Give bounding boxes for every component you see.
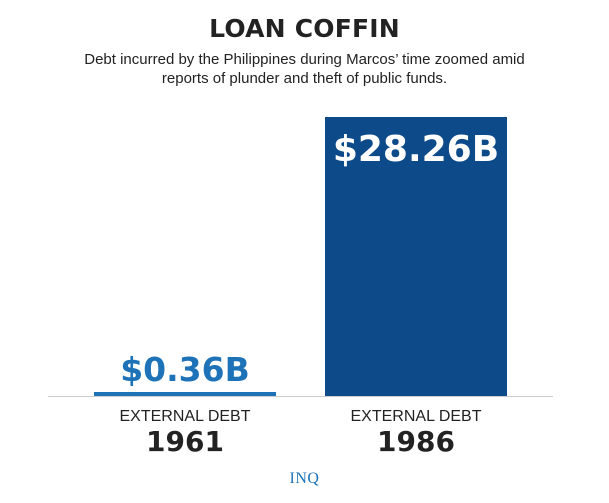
category-label-1986: EXTERNAL DEBT: [351, 408, 482, 425]
category-label-1961: EXTERNAL DEBT: [120, 408, 251, 425]
bar-value-label-1961: $0.36B: [120, 350, 250, 389]
chart-title: LOAN COFFIN: [209, 14, 400, 43]
category-year-1986: 1986: [377, 425, 455, 458]
bar-1961: [94, 392, 276, 396]
source-logo: INQ: [289, 470, 320, 487]
bar-1986: [325, 117, 507, 396]
chart-subtitle: Debt incurred by the Philippines during …: [84, 51, 525, 87]
category-year-1961: 1961: [146, 425, 224, 458]
bar-value-label-1986: $28.26B: [333, 129, 499, 170]
